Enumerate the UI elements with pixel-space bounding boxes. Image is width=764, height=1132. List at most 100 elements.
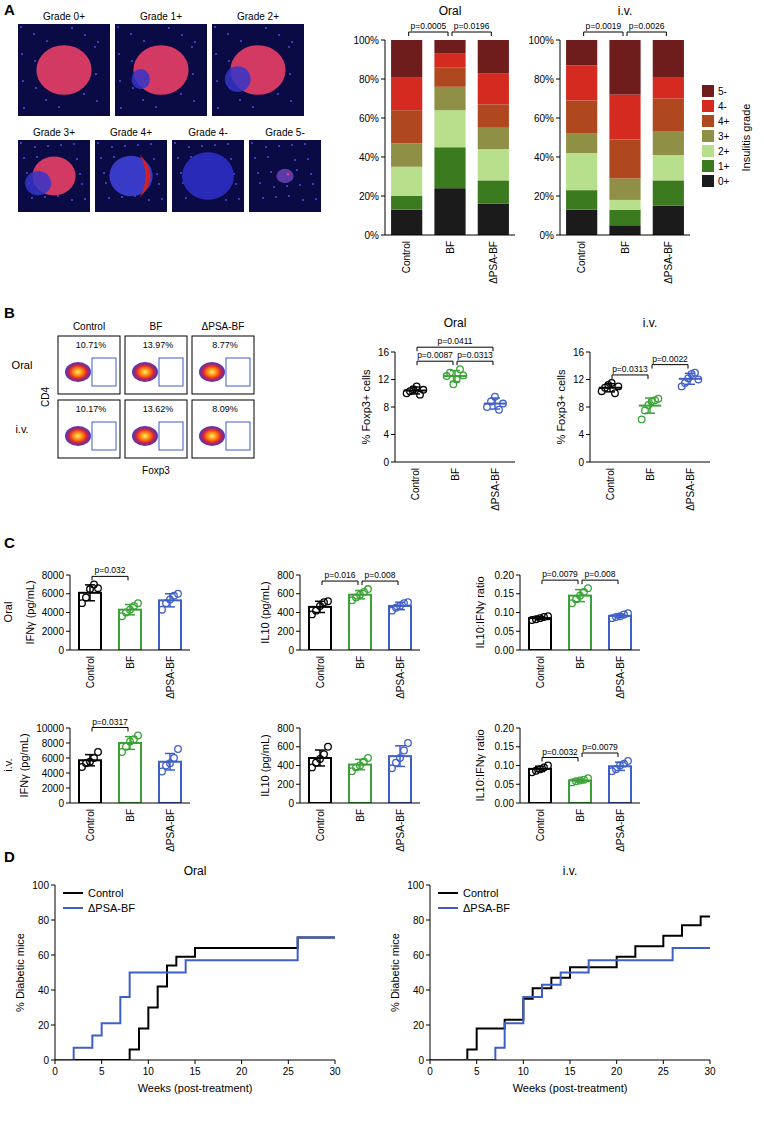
x-tick-label: 15: [189, 1066, 201, 1077]
error-cap: [125, 604, 135, 606]
flow-gate: [226, 422, 250, 450]
nucleus: [161, 198, 163, 200]
y-tick-label: 0: [418, 1055, 424, 1066]
nucleus: [288, 46, 290, 48]
row-label: i.v.: [2, 758, 14, 771]
x-tick: [55, 1060, 56, 1064]
y-tick-label: 0: [383, 457, 389, 468]
point: [447, 369, 454, 376]
y-axis: [560, 40, 561, 235]
bar-segment: [478, 73, 509, 104]
point: [167, 596, 174, 603]
y-tick: [516, 612, 520, 613]
panel-label: A: [4, 1, 15, 18]
y-tick-label: 40: [38, 985, 50, 996]
marks: [309, 740, 412, 803]
nucleus: [191, 46, 193, 48]
micrograph-label: Grade 2+: [237, 11, 279, 22]
nucleus: [254, 157, 256, 159]
y-tick-label: 6000: [42, 588, 65, 599]
nucleus: [46, 40, 48, 42]
y-tick: [296, 746, 300, 747]
bar-segment: [391, 40, 422, 77]
flow-cloud: [199, 426, 225, 446]
p-value: p=0.0079: [542, 569, 578, 579]
marks: [529, 758, 632, 803]
micrograph-label: Grade 3+: [33, 127, 75, 138]
y-tick: [391, 379, 395, 380]
y-tick: [66, 758, 70, 759]
y-tick: [296, 765, 300, 766]
chart: 0%20%40%60%80%100%OralControlBFΔPSA-BFp=…: [353, 4, 515, 284]
marks: [403, 366, 506, 413]
nucleus: [84, 198, 86, 200]
y-tick-label: 100: [407, 880, 424, 891]
p-value: p=0.0313: [457, 350, 493, 360]
bracket: [417, 361, 453, 365]
nucleus: [310, 173, 312, 175]
y-tick: [66, 803, 70, 804]
y-tick: [516, 593, 520, 594]
nucleus: [215, 53, 217, 55]
point: [87, 758, 94, 765]
y-tick-label: 0%: [365, 230, 380, 241]
nucleus: [111, 146, 113, 148]
point: [95, 585, 102, 592]
y-tick: [296, 650, 300, 651]
legend-line: [63, 907, 83, 909]
y-tick-label: 6000: [42, 753, 65, 764]
nucleus: [299, 184, 301, 186]
point: [492, 393, 499, 400]
bracket: [584, 32, 623, 36]
nucleus: [216, 80, 218, 82]
legend-label: 2+: [718, 146, 730, 157]
nucleus: [194, 41, 196, 43]
y-tick-label: 20: [38, 1020, 50, 1031]
y-tick: [381, 196, 385, 197]
y-tick-label: 10000: [36, 723, 64, 734]
nucleus: [22, 80, 24, 82]
nucleus: [275, 196, 277, 198]
point: [496, 406, 503, 413]
y-tick-label: 2000: [42, 783, 65, 794]
bar-segment: [478, 128, 509, 149]
x-tick-label: Control: [401, 241, 412, 273]
flow-plot: [125, 400, 187, 458]
chart: 020406080100% Diabetic micei.v.051015202…: [389, 864, 716, 1094]
point: [413, 383, 420, 390]
nucleus: [185, 197, 187, 199]
nucleus: [252, 106, 254, 108]
point: [393, 605, 400, 612]
y-axis-label: % Foxp3+ cells: [555, 369, 567, 444]
bar-segment: [566, 134, 597, 154]
y-tick: [426, 885, 430, 886]
nucleus: [36, 156, 38, 158]
islet: [182, 152, 234, 200]
x-tick-label: ΔPSA-BF: [488, 241, 499, 284]
micrograph-label: Grade 5-: [265, 127, 304, 138]
legend-swatch: [702, 145, 714, 157]
bar-segment: [434, 188, 465, 235]
point: [135, 600, 142, 607]
nucleus: [79, 173, 81, 175]
nucleus: [278, 34, 280, 36]
nucleus: [34, 146, 36, 148]
flow-x-label: Foxp3: [142, 465, 170, 476]
nucleus: [155, 106, 157, 108]
x-axis: [385, 235, 515, 236]
y-tick-label: 8000: [42, 570, 65, 581]
point: [617, 613, 624, 620]
nucleus: [137, 144, 139, 146]
point: [457, 366, 464, 373]
bracket: [582, 580, 618, 584]
point: [353, 764, 360, 771]
y-tick: [296, 575, 300, 576]
x-tick-label: ΔPSA-BF: [663, 241, 674, 284]
x-axis: [395, 462, 515, 463]
point: [615, 383, 622, 390]
y-tick-label: 600: [277, 588, 294, 599]
y-tick: [426, 1025, 430, 1026]
bar-segment: [566, 40, 597, 65]
nucleus: [143, 40, 145, 42]
bar-segment: [653, 132, 684, 155]
